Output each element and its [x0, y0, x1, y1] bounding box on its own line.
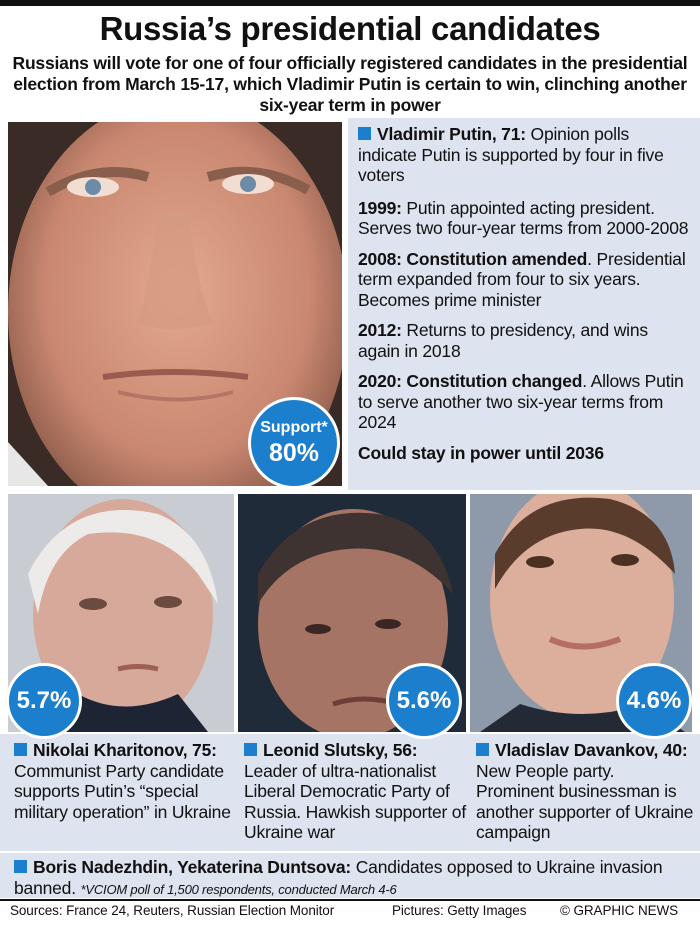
slutsky-support-badge: 5.6% [386, 663, 462, 739]
poll-footnote: *VCIOM poll of 1,500 respondents, conduc… [80, 881, 397, 897]
page-subtitle: Russians will vote for one of four offic… [12, 53, 688, 115]
banned-text: Candidates opposed to Ukraine invasion b… [14, 857, 663, 898]
slutsky-name: Leonid Slutsky, 56: [263, 740, 418, 760]
square-bullet-icon [476, 743, 489, 756]
footer-pictures: Pictures: Getty Images [392, 903, 527, 918]
slutsky-text: Leader of ultra-nationalist Liberal Demo… [244, 760, 466, 843]
timeline-text-1999: Putin appointed acting president. Serves… [358, 197, 689, 239]
square-bullet-icon [14, 743, 27, 756]
timeline-text-2012: Returns to presidency, and wins again in… [358, 320, 648, 361]
putin-text-panel [348, 118, 700, 490]
support-badge-value: 80% [268, 438, 320, 467]
top-rule [0, 0, 700, 6]
putin-intro: Opinion polls indicate Putin is supporte… [358, 124, 664, 185]
kharitonov-text: Communist Party candidate supports Putin… [14, 760, 231, 822]
banned-names: Boris Nadezhdin, Yekaterina Duntsova: [33, 857, 352, 877]
davankov-age: 40: [662, 740, 688, 760]
banned-candidates-note: Boris Nadezhdin, Yekaterina Duntsova: Ca… [14, 857, 698, 900]
square-bullet-icon [358, 127, 371, 140]
slutsky-description: Leonid Slutsky, 56: Leader of ultra-nati… [244, 740, 470, 843]
davankov-description: Vladislav Davankov, 40: New People party… [476, 740, 694, 843]
kharitonov-support-badge: 5.7% [6, 663, 82, 739]
timeline-year-2012: 2012: [358, 320, 402, 340]
davankov-support-badge: 4.6% [616, 663, 692, 739]
kharitonov-age: 75: [192, 740, 217, 760]
footer-rule [0, 899, 700, 901]
square-bullet-icon [244, 743, 257, 756]
davankov-photo [470, 494, 692, 732]
putin-conclusion: Could stay in power until 2036 [358, 442, 604, 463]
footer-sources: Sources: France 24, Reuters, Russian Ele… [10, 903, 335, 918]
page-title: Russia’s presidential candidates [99, 10, 601, 47]
timeline-year-1999: 1999: [358, 197, 402, 218]
kharitonov-photo [8, 494, 234, 732]
kharitonov-description: Nikolai Kharitonov, 75: Communist Party … [14, 740, 234, 822]
candidates-text-panel [0, 734, 700, 898]
davankov-text: New People party. Prominent businessman … [476, 760, 694, 843]
kharitonov-support-value: 5.7% [16, 687, 72, 714]
timeline-text-2020: . Allows Putin to serve another two six-… [358, 371, 684, 432]
timeline-bold-2020: Constitution changed [401, 371, 583, 391]
support-badge-label: Support* [260, 418, 328, 436]
footer-credit: © GRAPHIC NEWS [560, 903, 679, 918]
davankov-support-value: 4.6% [626, 687, 682, 714]
timeline-year-2020: 2020: [358, 371, 402, 391]
putin-description: Vladimir Putin, 71: Opinion polls indica… [358, 124, 692, 473]
timeline-text-2008: . Presidential term expanded from four t… [358, 248, 686, 310]
square-bullet-icon [14, 860, 27, 873]
banned-divider [0, 851, 700, 853]
davankov-name: Vladislav Davankov, [495, 740, 659, 760]
timeline-bold-2008: Constitution amended [401, 248, 588, 269]
putin-support-badge: Support* 80% [248, 397, 340, 489]
slutsky-support-value: 5.6% [396, 687, 452, 714]
kharitonov-name: Nikolai Kharitonov, [33, 740, 188, 760]
putin-name: Vladimir Putin, 71: [377, 124, 526, 144]
timeline-year-2008: 2008: [358, 248, 402, 269]
